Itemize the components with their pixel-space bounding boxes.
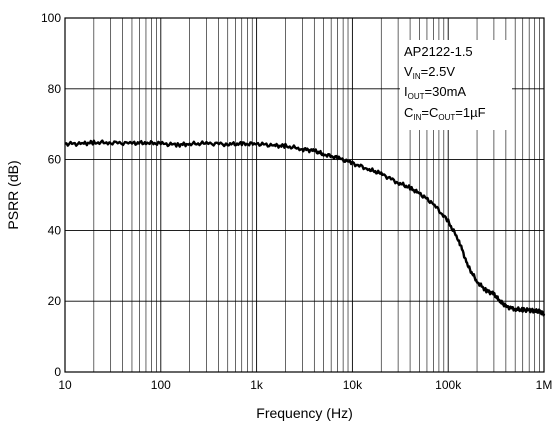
annotation-iout: IOUT=30mA (404, 84, 466, 101)
x-axis-title: Frequency (Hz) (256, 405, 352, 421)
annotation-vin: VIN=2.5V (404, 64, 455, 81)
x-tick-labels: 10 100 1k 10k 100k 1M (58, 378, 552, 392)
annotation-background (400, 40, 512, 130)
y-axis-title: PSRR (dB) (5, 160, 21, 229)
x-tick-label: 10k (343, 378, 363, 392)
x-tick-label: 100 (151, 378, 171, 392)
y-tick-label: 40 (48, 223, 62, 237)
annotation-part-number: AP2122-1.5 (404, 44, 473, 59)
y-tick-label: 80 (48, 82, 62, 96)
y-tick-label: 100 (41, 11, 61, 25)
y-tick-label: 0 (54, 365, 61, 379)
y-tick-labels: 0 20 40 60 80 100 (41, 11, 61, 379)
y-tick-label: 20 (48, 294, 62, 308)
y-tick-label: 60 (48, 153, 62, 167)
minor-gridlines (93, 18, 540, 372)
annotation-capacitors: CIN=COUT=1µF (404, 105, 486, 122)
plot-frame (64, 17, 545, 373)
x-tick-label: 1M (536, 378, 553, 392)
x-tick-label: 1k (250, 378, 264, 392)
x-tick-label: 10 (58, 378, 72, 392)
x-tick-label: 100k (435, 378, 462, 392)
psrr-series-line (64, 139, 546, 317)
condition-annotation: AP2122-1.5 VIN=2.5V IOUT=30mA CIN=COUT=1… (400, 40, 512, 130)
